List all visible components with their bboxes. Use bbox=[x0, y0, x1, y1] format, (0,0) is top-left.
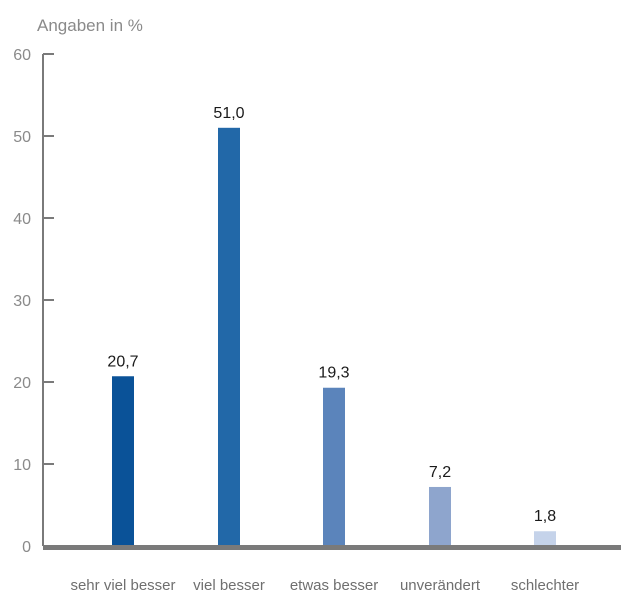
data-label: 20,7 bbox=[107, 353, 138, 370]
y-tick-label: 60 bbox=[13, 47, 31, 64]
y-tick-label: 20 bbox=[13, 375, 31, 392]
x-category-label: unverändert bbox=[400, 577, 481, 594]
x-category-label: viel besser bbox=[193, 577, 265, 594]
y-tick-label: 50 bbox=[13, 129, 31, 146]
bar bbox=[429, 486, 451, 546]
data-label: 7,2 bbox=[429, 464, 451, 481]
x-axis-line bbox=[43, 545, 621, 550]
bar bbox=[218, 127, 240, 547]
bar bbox=[112, 376, 134, 546]
y-tick-label: 10 bbox=[13, 457, 31, 474]
data-label: 1,8 bbox=[534, 508, 556, 525]
bar bbox=[534, 531, 556, 546]
x-axis: sehr viel besser viel besser etwas besser u… bbox=[43, 545, 621, 594]
data-label: 19,3 bbox=[318, 365, 349, 382]
x-category-label: sehr viel besser bbox=[70, 577, 175, 594]
y-tick-label: 30 bbox=[13, 293, 31, 310]
bar bbox=[323, 387, 345, 546]
data-label: 51,0 bbox=[213, 105, 244, 122]
y-axis: 0 10 20 30 40 50 60 bbox=[13, 47, 54, 556]
x-category-label: schlechter bbox=[511, 577, 579, 594]
bars-group bbox=[112, 127, 556, 547]
y-axis-unit-label: Angaben in % bbox=[37, 16, 143, 35]
y-tick-label: 40 bbox=[13, 211, 31, 228]
y-tick-label: 0 bbox=[22, 539, 31, 556]
x-category-label: etwas besser bbox=[290, 577, 378, 594]
value-labels-group: 20,7 51,0 19,3 7,2 1,8 bbox=[107, 105, 556, 525]
